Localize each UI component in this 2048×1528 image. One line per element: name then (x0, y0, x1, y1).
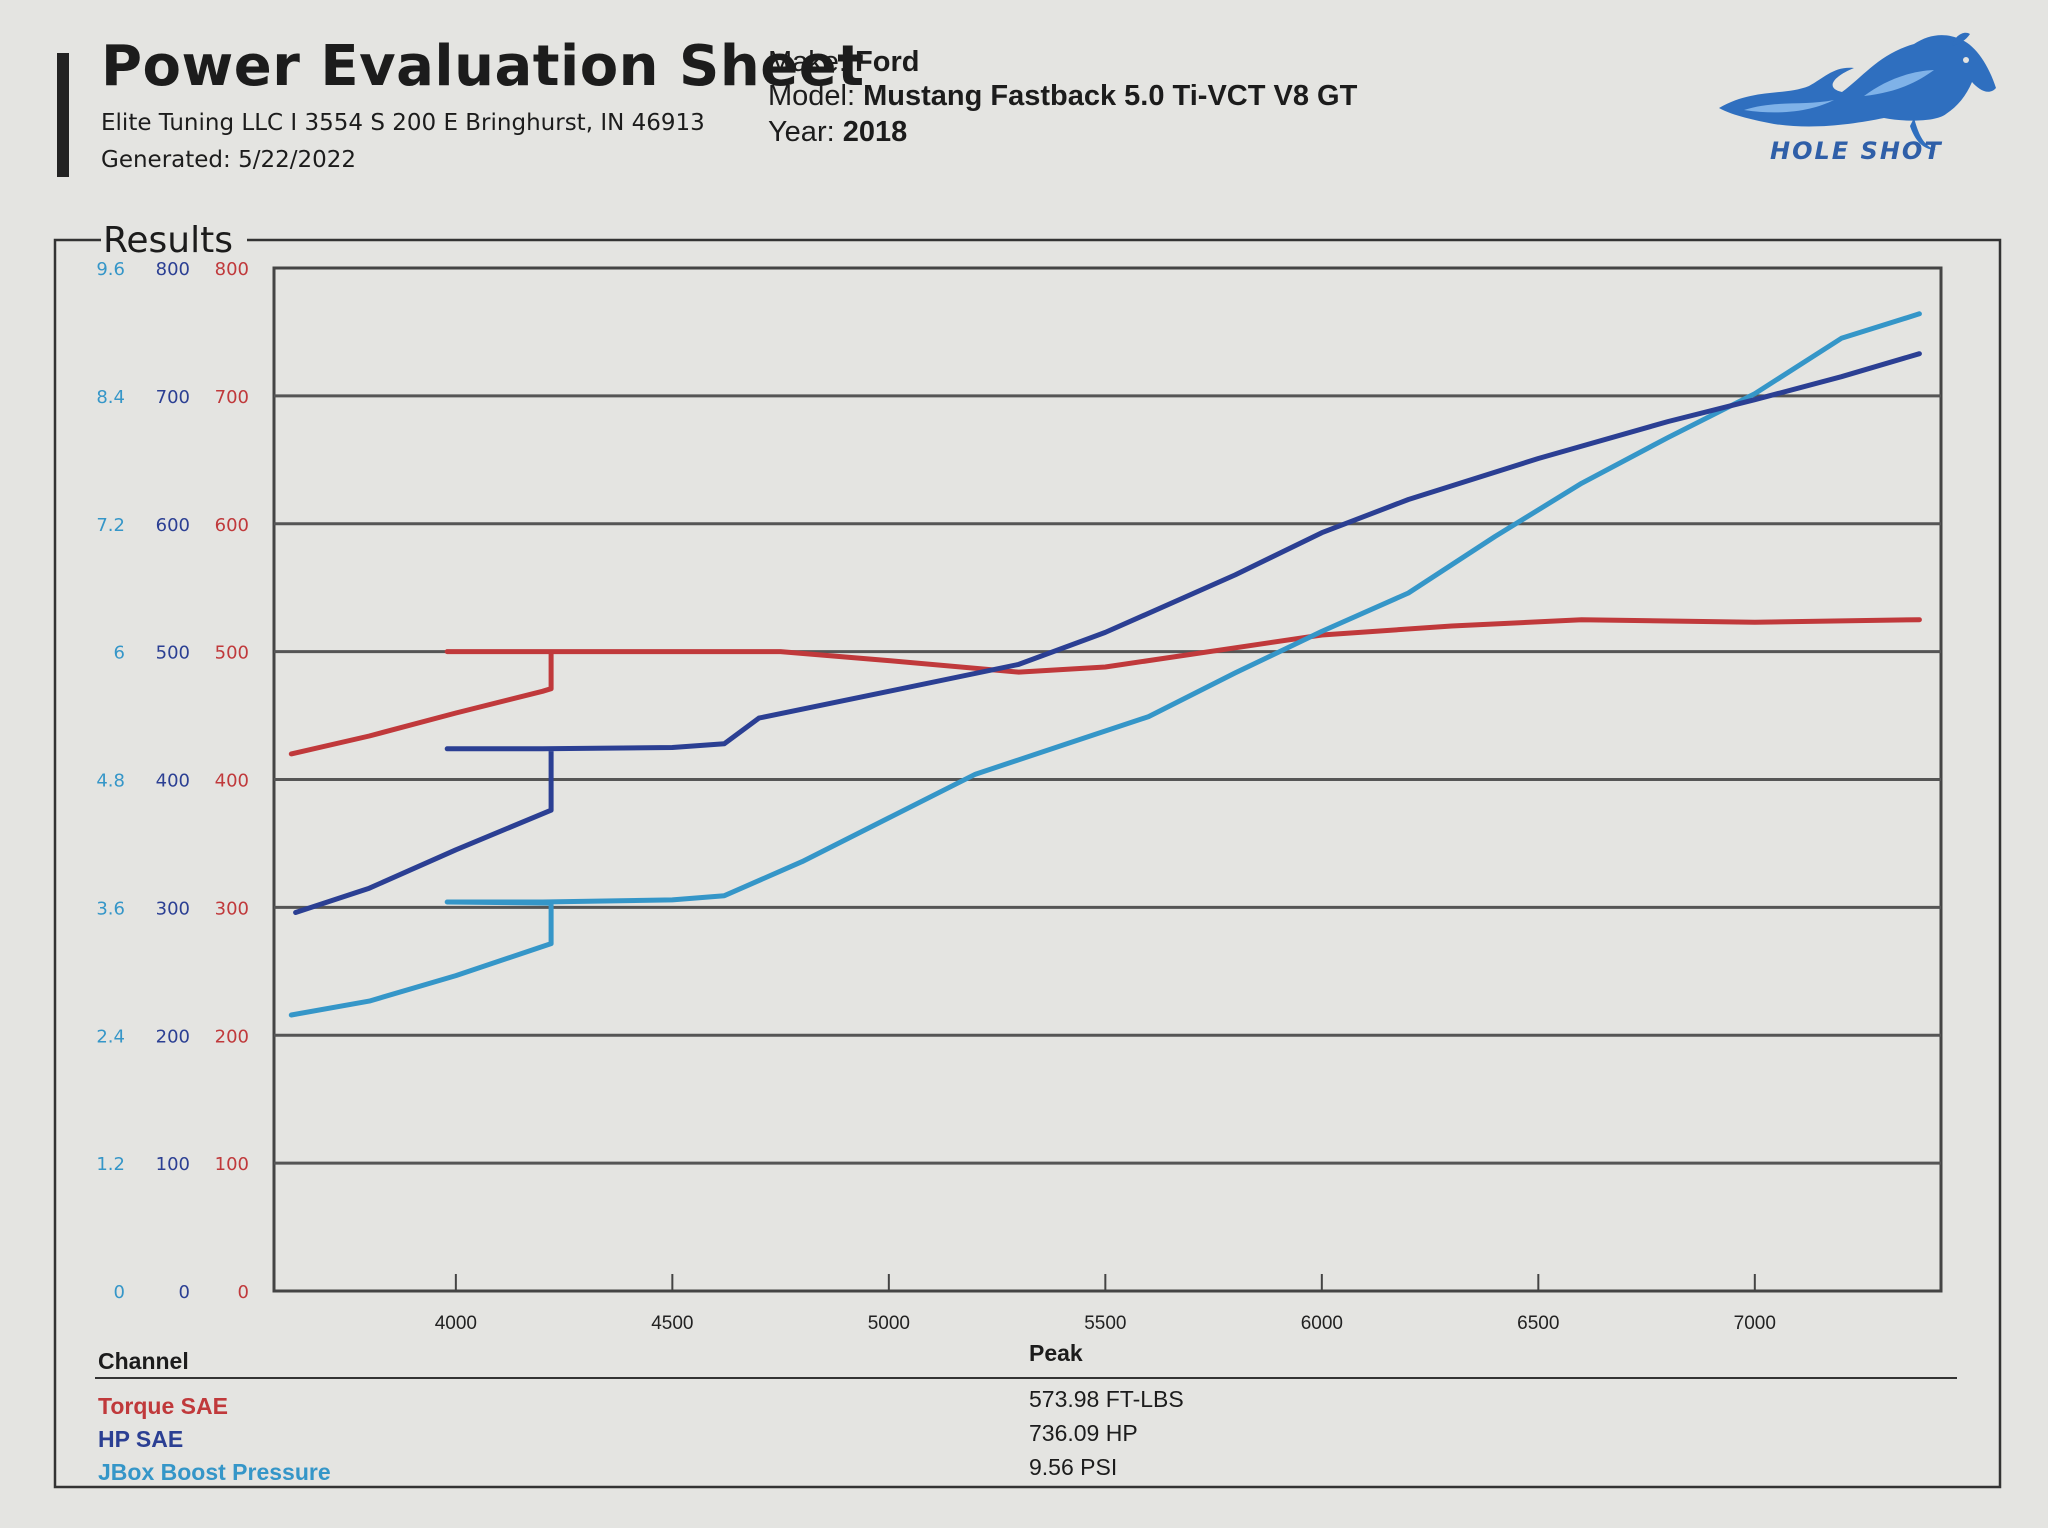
logo-text: HOLE SHOT (1770, 137, 1943, 165)
y-tick-torque: 700 (215, 387, 249, 408)
legend-channel-boost: JBox Boost Pressure (98, 1459, 331, 1485)
y-tick-hp: 0 (179, 1282, 190, 1303)
x-tick-label: 5000 (868, 1313, 910, 1334)
y-tick-boost: 1.2 (96, 1154, 125, 1175)
legend-channel-torque: Torque SAE (98, 1393, 228, 1419)
y-tick-torque: 500 (215, 643, 249, 664)
y-tick-torque: 100 (215, 1154, 249, 1175)
vehicle-make: Make: Ford (768, 46, 919, 79)
peak-value-boost: 9.56 PSI (1029, 1454, 1118, 1480)
y-tick-hp: 700 (156, 387, 190, 408)
model-label: Model: (768, 80, 856, 112)
y-tick-hp: 100 (156, 1154, 190, 1175)
vehicle-model: Model: Mustang Fastback 5.0 Ti-VCT V8 GT (768, 80, 1357, 113)
legend-channel-hp: HP SAE (98, 1426, 184, 1452)
generated-date: Generated: 5/22/2022 (101, 147, 357, 173)
y-tick-boost: 3.6 (96, 898, 125, 919)
y-tick-hp: 200 (156, 1026, 190, 1047)
year-label: Year: (768, 116, 835, 148)
y-tick-hp: 800 (156, 259, 190, 280)
x-tick-label: 7000 (1734, 1313, 1776, 1334)
series-line-torque-sae (288, 617, 1922, 757)
series-line-hp-sae (293, 351, 1922, 915)
year-value: 2018 (842, 116, 908, 148)
y-tick-boost: 9.6 (96, 259, 125, 280)
legend-peak-header: Peak (1029, 1340, 1083, 1366)
y-tick-boost: 7.2 (96, 515, 125, 536)
y-tick-boost: 0 (114, 1282, 125, 1303)
y-tick-torque: 300 (215, 898, 249, 919)
y-tick-torque: 200 (215, 1026, 249, 1047)
y-tick-boost: 2.4 (96, 1026, 125, 1047)
peak-value-torque: 573.98 FT-LBS (1029, 1386, 1184, 1412)
series-line-jbox-boost-pressure (288, 311, 1922, 1018)
x-tick-label: 4000 (435, 1313, 477, 1334)
make-label: Make: (768, 46, 847, 78)
y-tick-boost: 4.8 (96, 771, 125, 792)
y-tick-torque: 600 (215, 515, 249, 536)
results-frame (53, 238, 2002, 1489)
page-title: Power Evaluation Sheet (101, 34, 865, 99)
results-section-label: Results (101, 220, 247, 261)
y-tick-torque: 0 (238, 1282, 249, 1303)
legend-channel-header: Channel (98, 1348, 189, 1374)
x-tick-label: 5500 (1084, 1313, 1126, 1334)
header-accent-bar (57, 53, 69, 177)
y-tick-boost: 8.4 (96, 387, 125, 408)
company-address: Elite Tuning LLC I 3554 S 200 E Bringhur… (101, 110, 705, 136)
vehicle-year: Year: 2018 (768, 116, 907, 149)
x-tick-label: 4500 (651, 1313, 693, 1334)
y-tick-layer: 0 0 0 1.2 100 100 2.4 200 200 3.6 300 300 4.8 400 400 6… (96, 259, 249, 1303)
y-tick-hp: 500 (156, 643, 190, 664)
peak-value-hp: 736.09 HP (1029, 1420, 1138, 1446)
make-value: Ford (855, 46, 920, 78)
y-tick-hp: 400 (156, 771, 190, 792)
x-tick-label: 6500 (1517, 1313, 1559, 1334)
model-value: Mustang Fastback 5.0 Ti-VCT V8 GT (863, 80, 1358, 112)
y-tick-torque: 800 (215, 259, 249, 280)
y-tick-hp: 300 (156, 898, 190, 919)
grid-layer (274, 394, 1941, 1165)
horse-flame-icon (1719, 32, 1996, 150)
x-tick-label: 6000 (1301, 1313, 1343, 1334)
x-tick-layer: 4000 4500 5000 5500 6000 6500 7000 (435, 1274, 1776, 1334)
y-tick-torque: 400 (215, 771, 249, 792)
y-tick-hp: 600 (156, 515, 190, 536)
series-layer (288, 311, 1922, 1018)
y-tick-boost: 6 (114, 643, 125, 664)
